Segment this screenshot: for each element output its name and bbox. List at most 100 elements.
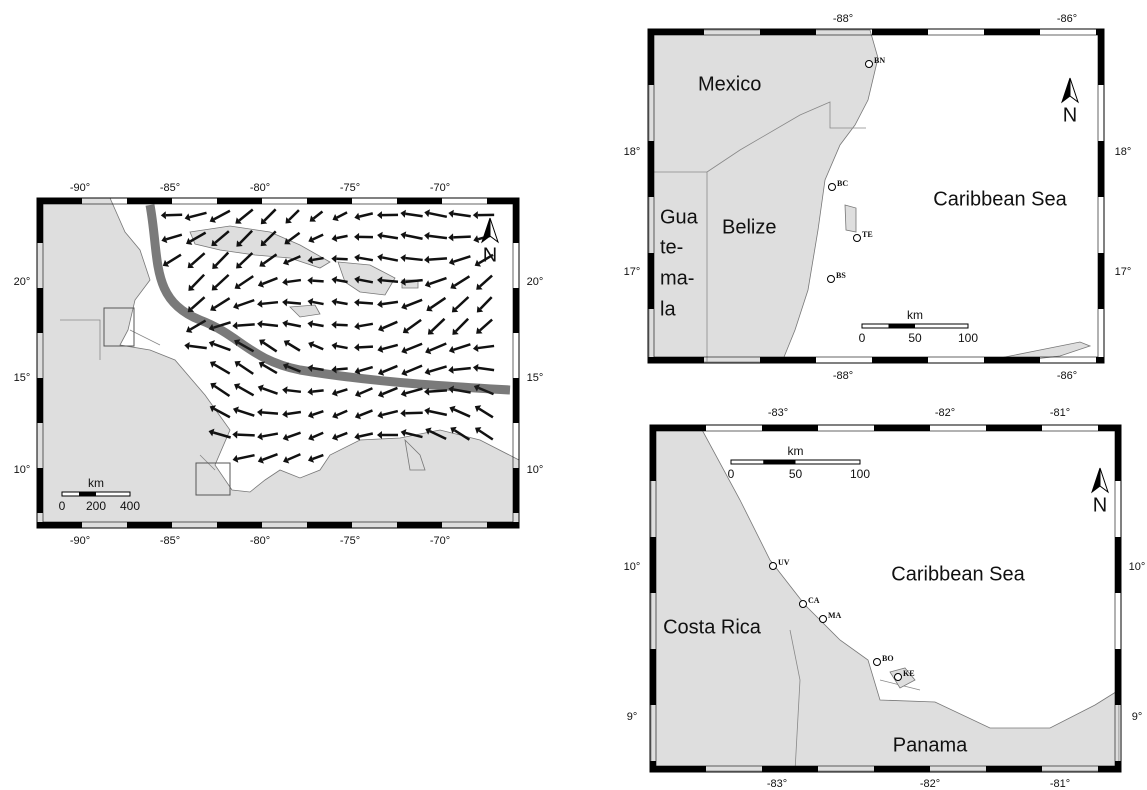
top-tick-label: -70° bbox=[430, 182, 450, 194]
place-label: Mexico bbox=[698, 73, 761, 95]
top-tick-label: -85° bbox=[160, 182, 180, 194]
scale-label: 0 bbox=[728, 467, 735, 481]
scale-label: 0 bbox=[859, 331, 866, 345]
arrow bbox=[429, 390, 447, 391]
north-label: N bbox=[1063, 104, 1077, 126]
right-tick-label: 17° bbox=[1115, 266, 1132, 278]
site-label: UV bbox=[778, 558, 790, 567]
scale-label: 100 bbox=[850, 467, 870, 481]
site-marker bbox=[828, 276, 835, 283]
right-tick-label: 10° bbox=[527, 464, 544, 476]
bottom-tick-label: -90° bbox=[70, 535, 90, 547]
right-tick-label: 10° bbox=[1129, 561, 1146, 573]
left-tick-label: 17° bbox=[624, 266, 641, 278]
bottom-tick-label: -83° bbox=[767, 778, 787, 790]
right-tick-label: 20° bbox=[527, 276, 544, 288]
top-tick-label: -86° bbox=[1057, 13, 1077, 25]
right-tick-label: 9° bbox=[1132, 711, 1143, 723]
top-tick-label: -81° bbox=[1050, 407, 1070, 419]
place-label: Belize bbox=[722, 216, 776, 238]
scale-label: 0 bbox=[59, 499, 66, 513]
site-label: BC bbox=[837, 179, 848, 188]
arrow bbox=[262, 412, 278, 413]
place-label: ma- bbox=[660, 267, 694, 289]
top-tick-label: -80° bbox=[250, 182, 270, 194]
site-label: BS bbox=[836, 271, 846, 280]
left-tick-label: 10° bbox=[624, 561, 641, 573]
left-tick-label: 9° bbox=[627, 711, 638, 723]
bottom-tick-label: -81° bbox=[1050, 778, 1070, 790]
top-tick-label: -88° bbox=[833, 13, 853, 25]
site-marker bbox=[874, 659, 881, 666]
bottom-tick-label: -75° bbox=[340, 535, 360, 547]
arrow bbox=[237, 324, 254, 325]
arrow bbox=[453, 368, 471, 370]
top-tick-label: -75° bbox=[340, 182, 360, 194]
site-label: KE bbox=[903, 669, 915, 678]
arrow bbox=[312, 281, 323, 282]
site-marker bbox=[829, 184, 836, 191]
site-label: BO bbox=[882, 654, 894, 663]
arrow bbox=[359, 303, 373, 304]
left-tick-label: 15° bbox=[14, 372, 31, 384]
scale-label: 50 bbox=[908, 331, 922, 345]
north-arrow bbox=[1062, 78, 1070, 102]
scale-label: 50 bbox=[789, 467, 803, 481]
scale-bar-fill bbox=[889, 324, 916, 328]
place-label: Panama bbox=[893, 734, 968, 756]
north-arrow bbox=[1092, 468, 1100, 492]
arrow bbox=[287, 302, 301, 303]
scale-unit: km bbox=[907, 308, 923, 322]
scale-bar-fill bbox=[763, 460, 795, 464]
scale-unit: km bbox=[788, 444, 804, 458]
top-tick-label: -90° bbox=[70, 182, 90, 194]
bottom-tick-label: -82° bbox=[920, 778, 940, 790]
scale-label: 100 bbox=[958, 331, 978, 345]
top-tick-label: -83° bbox=[768, 407, 788, 419]
arrow bbox=[237, 435, 254, 436]
place-label: la bbox=[660, 298, 676, 320]
left-tick-label: 18° bbox=[624, 146, 641, 158]
right-tick-label: 15° bbox=[527, 372, 544, 384]
place-label: te- bbox=[660, 236, 683, 258]
site-marker bbox=[820, 616, 827, 623]
arrow bbox=[262, 324, 278, 326]
north-arrow bbox=[1100, 468, 1108, 492]
north-arrow bbox=[1070, 78, 1078, 102]
scale-label: 200 bbox=[86, 499, 106, 513]
arrow bbox=[453, 237, 471, 238]
site-label: MA bbox=[828, 611, 842, 620]
left-tick-label: 10° bbox=[14, 464, 31, 476]
bottom-tick-label: -86° bbox=[1057, 370, 1077, 382]
site-label: TE bbox=[862, 230, 873, 239]
bottom-tick-label: -88° bbox=[833, 370, 853, 382]
place-label: Costa Rica bbox=[663, 616, 762, 638]
site-marker bbox=[854, 235, 861, 242]
arrow bbox=[336, 369, 347, 370]
figure: -90° -85° -80° -75° -70° -90° -85° -80° -75° -70°… bbox=[0, 0, 1147, 790]
arrow bbox=[262, 302, 278, 304]
bottom-tick-label: -85° bbox=[160, 535, 180, 547]
site-marker bbox=[866, 61, 873, 68]
arrow bbox=[359, 347, 373, 348]
site-marker bbox=[895, 674, 902, 681]
site-marker bbox=[800, 601, 807, 608]
scale-unit: km bbox=[88, 476, 104, 490]
scale-label: 400 bbox=[120, 499, 140, 513]
left-tick-label: 20° bbox=[14, 276, 31, 288]
top-tick-label: -82° bbox=[935, 407, 955, 419]
arrow bbox=[382, 280, 398, 281]
arrow bbox=[287, 390, 301, 392]
north-label: N bbox=[1093, 494, 1107, 516]
arrow bbox=[405, 413, 422, 414]
place-label: Gua bbox=[660, 206, 699, 228]
bottom-tick-label: -80° bbox=[250, 535, 270, 547]
right-tick-label: 18° bbox=[1115, 146, 1132, 158]
arrow bbox=[429, 258, 447, 259]
bottom-tick-label: -70° bbox=[430, 535, 450, 547]
place-label: Caribbean Sea bbox=[933, 188, 1067, 210]
place-label: Caribbean Sea bbox=[891, 563, 1025, 585]
north-label: N bbox=[483, 244, 497, 266]
scale-bar-fill bbox=[79, 492, 96, 496]
site-label: BN bbox=[874, 56, 885, 65]
